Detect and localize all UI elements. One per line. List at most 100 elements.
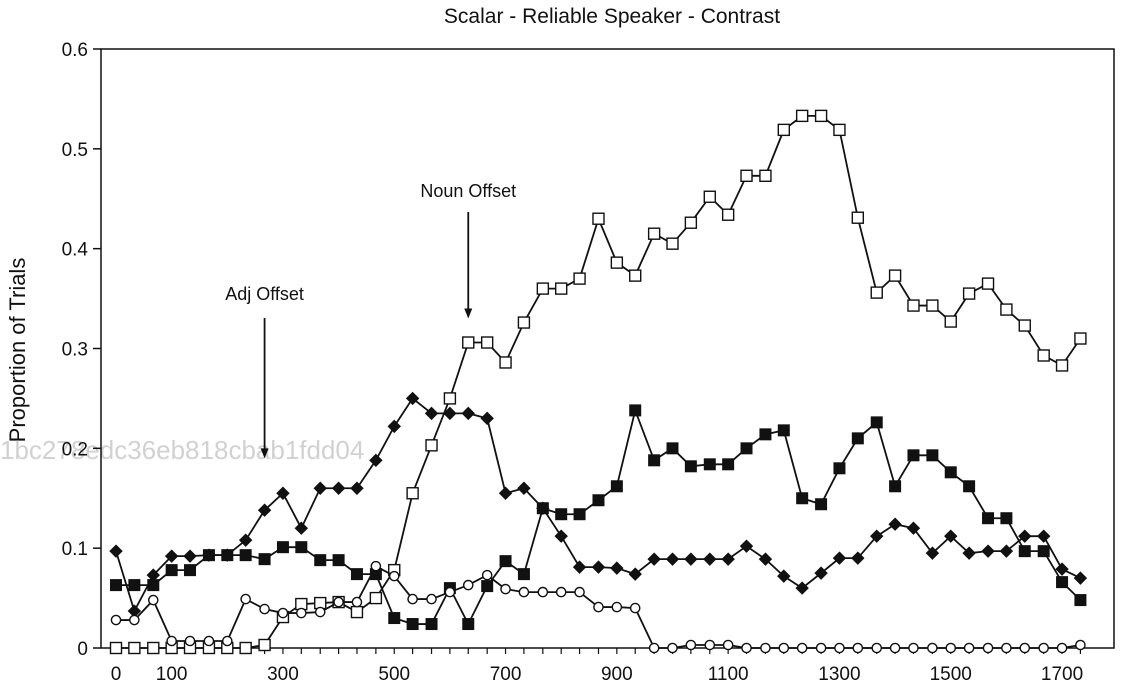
data-point-open-circle xyxy=(908,642,919,654)
data-point-open-square xyxy=(981,277,995,290)
data-point-open-circle xyxy=(203,635,215,647)
data-point-diamond xyxy=(684,552,698,566)
data-point-open-square xyxy=(1074,332,1087,345)
data-point-open-square xyxy=(777,123,790,137)
data-point-open-square xyxy=(350,605,364,619)
data-point-open-circle xyxy=(685,639,697,651)
data-point-diamond xyxy=(777,569,791,583)
data-point-filled-square xyxy=(1056,576,1069,589)
data-point-diamond xyxy=(999,544,1014,558)
data-point-open-circle xyxy=(444,586,456,598)
x-tick-label: 1500 xyxy=(930,664,972,685)
data-point-open-circle xyxy=(871,642,883,654)
data-point-open-circle xyxy=(722,639,734,651)
data-point-open-circle xyxy=(259,603,270,615)
data-point-diamond xyxy=(591,560,606,574)
data-point-filled-square xyxy=(1037,545,1050,558)
data-point-filled-square xyxy=(982,512,995,525)
data-point-filled-square xyxy=(110,579,122,592)
data-point-diamond xyxy=(238,533,253,547)
data-point-diamond xyxy=(498,486,513,500)
data-point-filled-square xyxy=(425,618,438,631)
data-point-filled-square xyxy=(648,454,661,467)
data-point-filled-square xyxy=(276,541,289,554)
data-point-filled-square xyxy=(963,480,976,493)
data-point-filled-square xyxy=(499,555,512,568)
data-point-diamond xyxy=(554,529,568,543)
data-point-open-circle xyxy=(518,586,530,598)
data-point-filled-square xyxy=(332,554,345,567)
x-tick-label: 900 xyxy=(601,664,633,685)
data-point-open-square xyxy=(573,272,586,285)
data-point-open-circle xyxy=(982,642,994,654)
data-point-filled-square xyxy=(666,442,679,455)
y-tick-label: 0 xyxy=(77,639,88,660)
data-point-open-circle xyxy=(221,635,233,647)
data-point-open-square xyxy=(443,392,457,405)
data-point-diamond xyxy=(183,549,197,563)
data-point-open-circle xyxy=(629,602,641,614)
data-point-diamond xyxy=(109,544,123,558)
data-point-open-circle xyxy=(593,601,604,613)
annotation-adj-offset: Adj Offset xyxy=(225,284,304,459)
data-point-filled-square xyxy=(777,424,790,437)
data-point-open-square xyxy=(592,212,605,225)
data-point-filled-square xyxy=(462,618,475,631)
data-point-open-square xyxy=(666,237,679,250)
x-tick-label: 500 xyxy=(378,664,410,685)
data-point-filled-square xyxy=(759,428,772,441)
data-point-open-circle xyxy=(555,586,567,598)
data-point-diamond xyxy=(739,539,754,553)
data-point-open-square xyxy=(536,282,550,295)
data-point-filled-square xyxy=(870,416,883,429)
y-tick-label: 0.5 xyxy=(62,140,88,161)
data-point-open-square xyxy=(1018,319,1031,332)
data-point-diamond xyxy=(628,567,642,581)
data-point-filled-square xyxy=(907,449,920,462)
data-point-filled-square xyxy=(740,442,753,455)
data-point-diamond xyxy=(331,481,346,495)
data-point-open-square xyxy=(499,356,512,369)
data-point-filled-square xyxy=(592,494,605,507)
series-filled-square xyxy=(110,404,1087,631)
data-point-open-circle xyxy=(537,586,549,598)
data-point-open-circle xyxy=(815,642,827,654)
data-point-open-square xyxy=(703,190,716,203)
data-point-diamond xyxy=(257,503,272,517)
data-point-diamond xyxy=(870,529,884,543)
data-point-diamond xyxy=(276,486,290,500)
data-point-diamond xyxy=(962,546,976,560)
data-point-filled-square xyxy=(221,549,234,562)
data-point-open-circle xyxy=(147,594,159,606)
data-point-diamond xyxy=(703,552,717,566)
data-point-filled-square xyxy=(833,462,846,475)
data-point-open-square xyxy=(870,286,883,299)
data-point-diamond xyxy=(424,406,439,421)
data-point-open-circle xyxy=(927,642,938,654)
annotation-noun-offset: Noun Offset xyxy=(420,181,516,319)
data-point-filled-square xyxy=(165,564,178,577)
data-point-open-square xyxy=(109,641,123,655)
data-point-open-circle xyxy=(388,570,400,582)
data-point-diamond xyxy=(1073,571,1088,585)
data-point-filled-square xyxy=(314,554,327,567)
data-point-diamond xyxy=(610,561,624,575)
data-point-filled-square xyxy=(629,404,642,417)
data-point-diamond xyxy=(758,552,773,566)
y-tick-label: 0.6 xyxy=(62,40,88,61)
data-point-open-circle xyxy=(500,583,511,595)
data-point-open-square xyxy=(907,299,920,312)
data-point-open-circle xyxy=(166,635,177,647)
data-point-diamond xyxy=(851,551,865,565)
data-point-diamond xyxy=(814,566,828,580)
data-point-open-square xyxy=(962,287,976,300)
y-axis-label: Proportion of Trials xyxy=(5,258,30,443)
data-point-diamond xyxy=(906,521,921,535)
x-tick-label: 100 xyxy=(156,664,188,685)
data-point-open-square xyxy=(239,641,252,655)
data-point-filled-square xyxy=(1018,545,1031,558)
data-point-filled-square xyxy=(722,458,735,471)
data-point-open-circle xyxy=(667,642,678,654)
data-point-filled-square xyxy=(573,508,586,521)
data-point-filled-square xyxy=(258,553,271,566)
